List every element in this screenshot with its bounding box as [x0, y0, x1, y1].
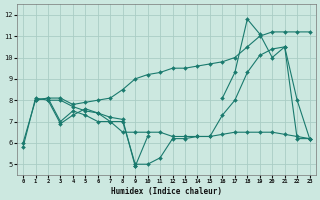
X-axis label: Humidex (Indice chaleur): Humidex (Indice chaleur): [111, 187, 222, 196]
